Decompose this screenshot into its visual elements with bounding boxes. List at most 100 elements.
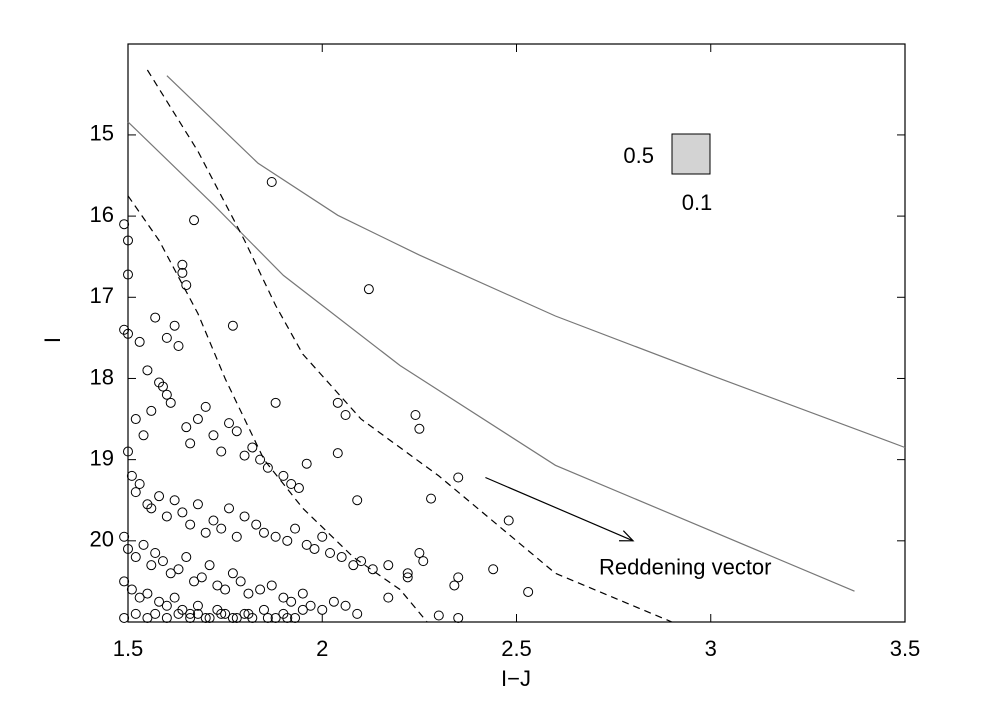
size-key-width-label: 0.1 [682,190,713,215]
data-point [161,332,172,343]
y-tick-label: 15 [90,121,114,146]
data-point [200,527,211,538]
data-point [317,604,328,615]
data-point [523,586,534,597]
data-point [200,401,211,412]
data-point [161,600,172,611]
data-point [150,608,161,619]
x-tick-label: 1.5 [113,636,144,661]
data-point [161,389,172,400]
data-point [185,608,196,619]
data-point [123,269,133,280]
data-point [130,487,141,498]
data-point [352,608,363,619]
data-point [169,592,180,603]
data-point [185,612,196,623]
data-point [196,572,207,583]
x-tick-label: 2.5 [501,636,532,661]
data-point [340,409,351,420]
data-point [204,612,215,623]
data-point [216,523,227,534]
data-point [270,397,281,408]
arrow-head [619,530,635,542]
data-point [130,608,141,619]
data-point [266,177,277,188]
data-point [309,543,320,554]
data-point [258,527,269,538]
data-point [402,572,413,583]
data-point [146,503,157,514]
data-point [352,495,363,506]
data-point [134,478,145,489]
data-point [200,612,211,623]
data-point [278,470,289,481]
data-point [356,556,367,567]
data-point [169,320,180,331]
data-point [243,588,254,599]
data-point [154,491,165,502]
data-point [305,600,316,611]
data-point [123,235,133,246]
data-point [332,397,343,408]
data-point [126,470,137,481]
data-point [247,442,258,453]
data-point [239,608,250,619]
data-point [142,612,153,623]
data-point [169,495,180,506]
data-point [204,560,215,571]
data-point [126,584,137,595]
data-point [216,446,227,457]
size-key-height-label: 0.5 [623,143,654,168]
data-point [181,280,192,291]
data-point [270,531,281,542]
arrow-shaft [485,476,634,542]
data-point [282,535,293,546]
data-point [282,612,293,623]
data-point [453,472,464,483]
data-point [231,531,242,542]
data-point [453,612,464,623]
data-point [301,539,312,550]
data-point [266,580,277,591]
data-point [278,592,289,603]
x-axis-label: I−J [501,666,531,691]
data-point [325,547,336,558]
data-point [290,523,301,534]
data-point [363,284,374,295]
data-point [146,560,157,571]
data-point [258,604,269,615]
data-point [181,422,192,433]
model-curve [146,69,673,623]
data-point [433,610,444,621]
data-point [134,592,145,603]
data-point [348,560,359,571]
data-point [414,423,425,434]
data-point [255,454,266,465]
data-point [414,547,425,558]
data-point [119,531,130,542]
data-point [173,608,184,619]
data-point [286,478,297,489]
data-point [123,328,133,339]
data-point [262,462,273,473]
data-point [165,397,176,408]
data-point [138,539,149,550]
data-point [177,259,188,270]
data-point [146,405,157,416]
data-point [328,596,339,607]
data-point [297,604,308,615]
data-point [426,493,437,504]
data-point [290,612,301,623]
data-point [449,580,460,591]
data-point [239,450,250,461]
data-point [220,584,231,595]
data-point [150,547,161,558]
data-point [239,511,250,522]
data-point [208,515,219,526]
data-point [418,556,429,567]
data-point [488,564,499,575]
data-point [161,612,172,623]
data-point [227,568,238,579]
data-point [293,483,304,494]
data-point [286,596,297,607]
